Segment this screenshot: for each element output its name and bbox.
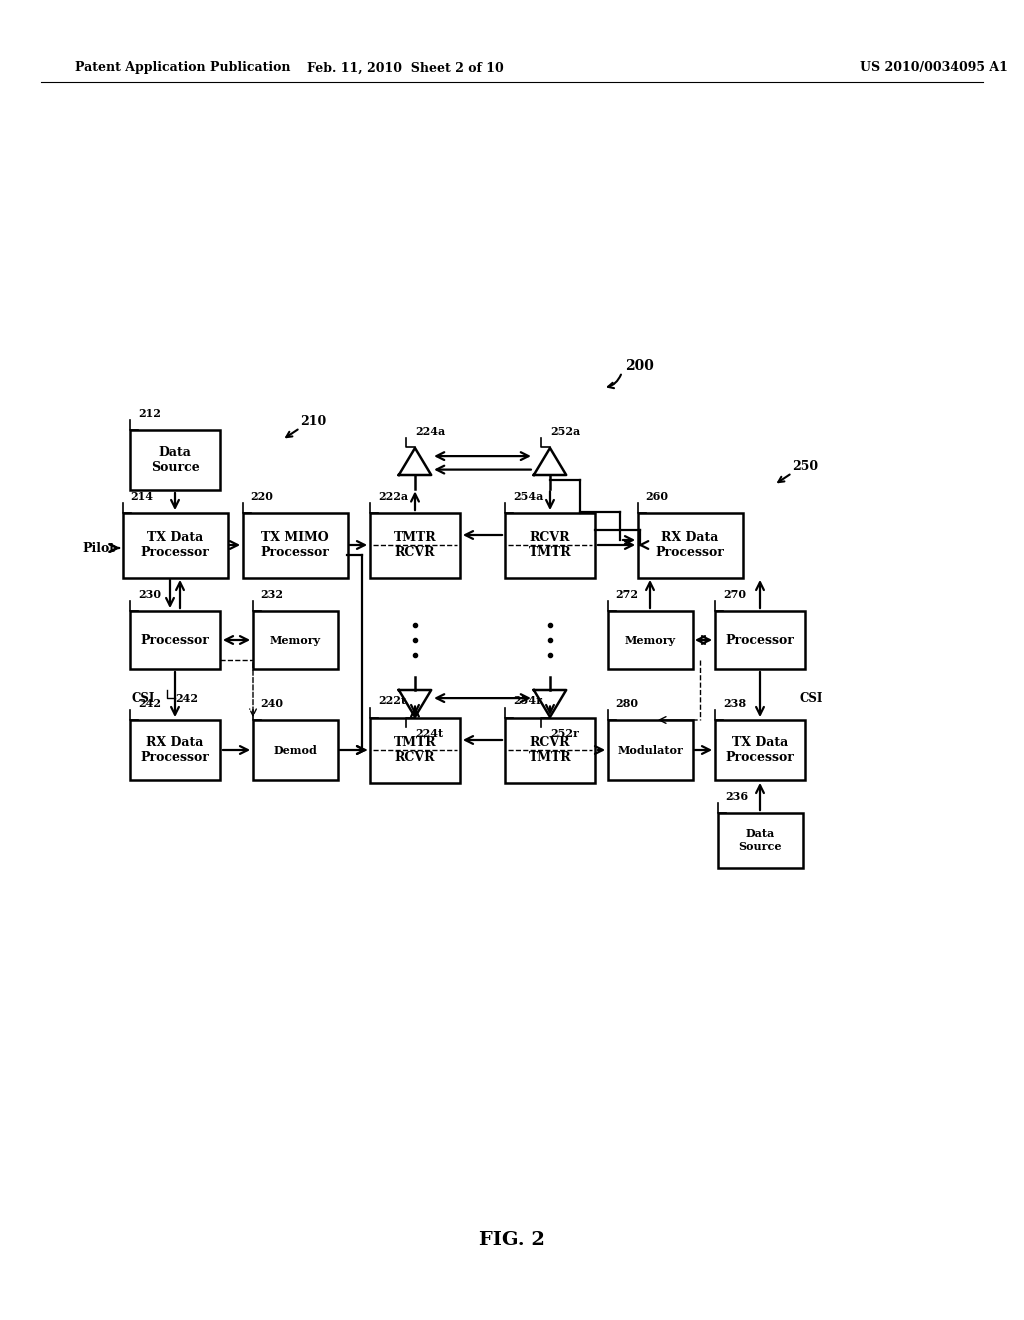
- FancyBboxPatch shape: [370, 512, 460, 578]
- FancyBboxPatch shape: [130, 719, 220, 780]
- Text: CSI: CSI: [132, 692, 156, 705]
- Text: Feb. 11, 2010  Sheet 2 of 10: Feb. 11, 2010 Sheet 2 of 10: [306, 62, 504, 74]
- FancyBboxPatch shape: [638, 512, 742, 578]
- Text: FIG. 2: FIG. 2: [479, 1232, 545, 1249]
- FancyBboxPatch shape: [715, 611, 805, 669]
- FancyBboxPatch shape: [715, 719, 805, 780]
- FancyBboxPatch shape: [123, 512, 227, 578]
- Text: Memory: Memory: [269, 635, 321, 645]
- Text: 270: 270: [723, 589, 746, 601]
- FancyBboxPatch shape: [505, 718, 595, 783]
- Text: RX Data
Processor: RX Data Processor: [140, 737, 210, 764]
- Text: 222t: 222t: [378, 696, 406, 706]
- FancyBboxPatch shape: [130, 430, 220, 490]
- Text: 230: 230: [138, 589, 161, 601]
- Text: 212: 212: [138, 408, 161, 418]
- Text: TX MIMO
Processor: TX MIMO Processor: [260, 531, 330, 558]
- Text: Processor: Processor: [140, 634, 210, 647]
- FancyBboxPatch shape: [253, 611, 338, 669]
- Text: Demod: Demod: [273, 744, 317, 755]
- Text: 236: 236: [725, 791, 749, 801]
- FancyBboxPatch shape: [718, 813, 803, 867]
- FancyBboxPatch shape: [607, 719, 692, 780]
- Text: RCVR
TMTR: RCVR TMTR: [528, 737, 571, 764]
- Text: Processor: Processor: [726, 634, 795, 647]
- Text: 272: 272: [615, 589, 639, 601]
- Text: 238: 238: [723, 698, 746, 709]
- FancyBboxPatch shape: [243, 512, 347, 578]
- Text: Data
Source: Data Source: [738, 828, 781, 851]
- FancyBboxPatch shape: [607, 611, 692, 669]
- Text: 242: 242: [138, 698, 161, 709]
- Text: CSI: CSI: [800, 692, 823, 705]
- Text: 200: 200: [625, 359, 654, 374]
- FancyBboxPatch shape: [505, 512, 595, 578]
- Text: Memory: Memory: [625, 635, 676, 645]
- Text: Data
Source: Data Source: [151, 446, 200, 474]
- Text: 210: 210: [300, 414, 327, 428]
- Text: TX Data
Processor: TX Data Processor: [140, 531, 210, 558]
- Text: 224a: 224a: [415, 426, 445, 437]
- Text: TX Data
Processor: TX Data Processor: [726, 737, 795, 764]
- Text: Pilot: Pilot: [82, 541, 115, 554]
- Text: 254a: 254a: [513, 491, 544, 502]
- Text: 214: 214: [130, 491, 154, 502]
- Text: 220: 220: [251, 491, 273, 502]
- Text: 260: 260: [645, 491, 669, 502]
- Text: 242: 242: [175, 693, 198, 704]
- Text: 250: 250: [792, 459, 818, 473]
- Text: 252a: 252a: [550, 426, 581, 437]
- Text: Modulator: Modulator: [617, 744, 683, 755]
- Text: Patent Application Publication: Patent Application Publication: [75, 62, 291, 74]
- FancyBboxPatch shape: [253, 719, 338, 780]
- Text: 280: 280: [615, 698, 639, 709]
- Text: 240: 240: [260, 698, 284, 709]
- Text: TMTR
RCVR: TMTR RCVR: [393, 531, 436, 558]
- Text: RCVR
TMTR: RCVR TMTR: [528, 531, 571, 558]
- FancyBboxPatch shape: [130, 611, 220, 669]
- Text: TMTR
RCVR: TMTR RCVR: [393, 737, 436, 764]
- Text: 232: 232: [260, 589, 284, 601]
- Text: 224t: 224t: [415, 729, 443, 739]
- Text: 254r: 254r: [513, 696, 542, 706]
- Text: 222a: 222a: [378, 491, 409, 502]
- Text: 252r: 252r: [550, 729, 579, 739]
- Text: RX Data
Processor: RX Data Processor: [655, 531, 724, 558]
- FancyBboxPatch shape: [370, 718, 460, 783]
- Text: US 2010/0034095 A1: US 2010/0034095 A1: [860, 62, 1008, 74]
